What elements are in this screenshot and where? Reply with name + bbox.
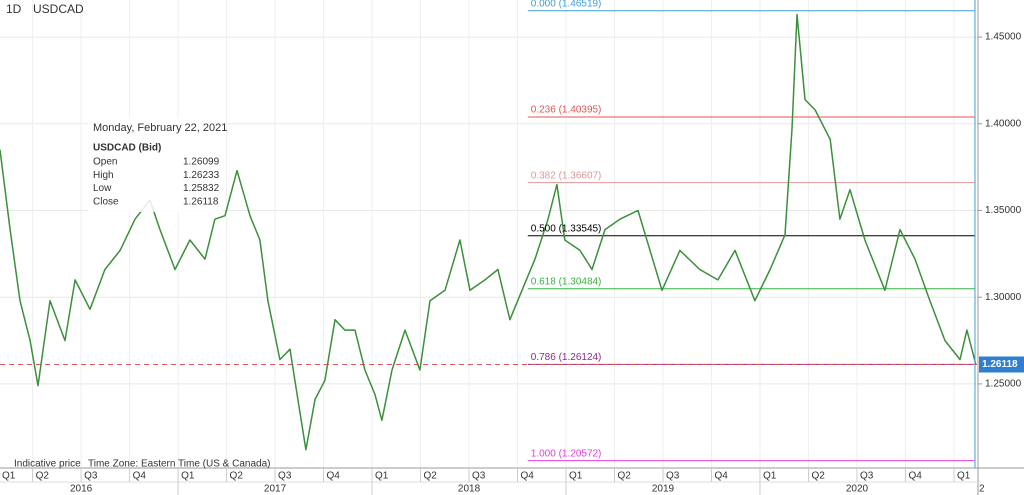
tooltip-value: 1.26233 xyxy=(183,170,220,181)
grid xyxy=(0,0,978,468)
y-tick-label: 1.35000 xyxy=(985,205,1022,216)
x-tick-label: Q1 xyxy=(2,471,16,482)
tooltip-key: Low xyxy=(93,183,112,194)
last-price-label: 1.26118 xyxy=(982,359,1018,370)
year-label: 2017 xyxy=(264,484,287,495)
tooltip-value: 1.26099 xyxy=(183,157,220,168)
tooltip-title: USDCAD (Bid) xyxy=(93,143,161,154)
fib-label: 0.236 (1.40395) xyxy=(531,105,602,116)
x-edge-label: 2 xyxy=(979,484,985,495)
tooltip-key: Close xyxy=(93,197,119,208)
tooltip-value: 1.25832 xyxy=(183,183,220,194)
x-tick-label: Q1 xyxy=(181,471,195,482)
y-tick-label: 1.40000 xyxy=(985,118,1022,129)
x-tick-label: Q2 xyxy=(811,471,825,482)
tooltip-box xyxy=(88,118,222,212)
x-tick-label: Q4 xyxy=(327,471,341,482)
fib-label: 0.618 (1.30484) xyxy=(531,276,602,287)
price-line xyxy=(0,13,977,451)
x-tick-label: Q4 xyxy=(521,471,535,482)
x-tick-label: Q3 xyxy=(472,471,486,482)
x-tick-label: Q4 xyxy=(133,471,147,482)
x-tick-label: Q1 xyxy=(569,471,583,482)
footer-timezone: Time Zone: Eastern Time (US & Canada) xyxy=(88,459,270,470)
y-tick-label: 1.30000 xyxy=(985,292,1022,303)
tooltip-value: 1.26118 xyxy=(183,197,219,208)
x-tick-label: Q3 xyxy=(84,471,98,482)
x-tick-label: Q2 xyxy=(36,471,50,482)
x-tick-label: Q2 xyxy=(617,471,631,482)
x-tick-label: Q1 xyxy=(375,471,389,482)
tooltip-key: High xyxy=(93,170,114,181)
year-label: 2018 xyxy=(458,484,481,495)
year-label: 2020 xyxy=(846,484,869,495)
x-tick-label: Q3 xyxy=(666,471,680,482)
tooltip-date: Monday, February 22, 2021 xyxy=(93,122,227,134)
x-tick-label: Q2 xyxy=(424,471,438,482)
fib-label: 0.000 (1.46519) xyxy=(531,0,602,9)
chart-title: USDCAD xyxy=(33,2,84,16)
footer-note: Indicative price xyxy=(14,459,81,470)
last-price-box xyxy=(979,356,1024,373)
year-label: 2019 xyxy=(652,484,675,495)
y-tick-label: 1.25000 xyxy=(985,379,1022,390)
interval: 1D xyxy=(6,2,22,16)
x-tick-label: Q4 xyxy=(908,471,922,482)
fib-label: 1.000 (1.20572) xyxy=(531,448,602,459)
fib-label: 0.500 (1.33545) xyxy=(531,223,602,234)
fib-label: 0.786 (1.26124) xyxy=(531,352,602,363)
y-tick-label: 1.45000 xyxy=(985,32,1022,43)
tooltip-key: Open xyxy=(93,157,117,168)
x-tick-label: Q3 xyxy=(278,471,292,482)
x-tick-label: Q2 xyxy=(230,471,244,482)
x-tick-label: Q1 xyxy=(957,471,971,482)
year-label: 2016 xyxy=(70,484,93,495)
x-tick-label: Q1 xyxy=(763,471,777,482)
plot-area xyxy=(0,10,978,462)
fib-label: 0.382 (1.36607) xyxy=(531,170,602,181)
x-tick-label: Q4 xyxy=(714,471,728,482)
x-tick-label: Q3 xyxy=(860,471,874,482)
